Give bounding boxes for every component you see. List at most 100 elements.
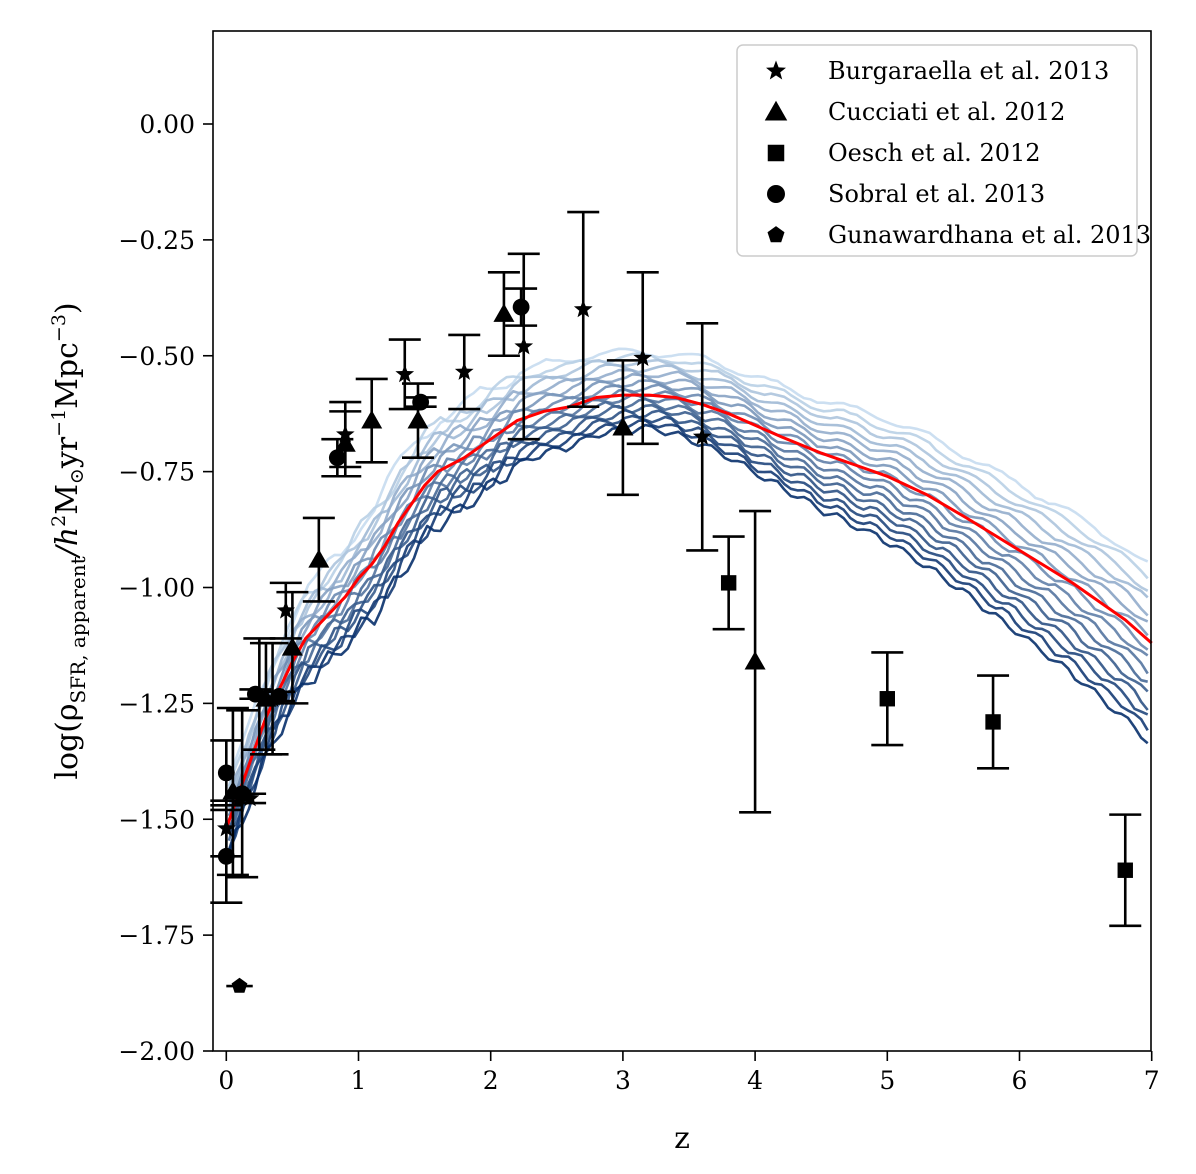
triangle-marker [361,410,383,429]
data-point-square-0 [712,535,745,631]
model-curve-0 [227,347,1149,789]
y-title-exp2: 2 [48,515,70,527]
model-curves [227,347,1149,858]
legend-label-2: Oesch et al. 2012 [828,139,1041,167]
triangle-marker [281,637,303,656]
model-curve-2 [227,358,1149,802]
star-marker [514,336,534,355]
y-title-close: ) [50,302,85,314]
triangle-marker [334,433,356,452]
star-marker [240,788,260,807]
model-curve-1 [227,352,1149,787]
x-tick-label-4: 4 [747,1066,763,1095]
y-tick-label-3: −0.75 [118,458,195,487]
y-tick-label-4: −1.00 [118,574,195,603]
median-curve-group [224,393,1153,830]
star-marker [692,427,712,445]
data-point-circle-4 [404,393,437,411]
y-axis-title: log(ρSFR, apparent/h2M⊙yr−1Mpc−3) [48,302,90,779]
triangle-marker [612,417,634,436]
x-axis: 0 1 2 3 4 5 6 7 [218,1051,1160,1095]
y-title-sun: ⊙ [66,468,88,484]
star-marker [454,362,474,380]
data-point-star-8 [567,210,600,409]
square-marker [985,714,1001,730]
legend-label-4: Gunawardhana et al. 2013 [828,221,1151,249]
circle-marker [217,847,235,865]
data-points [210,210,1142,993]
y-tick-label-0: 0.00 [139,110,195,139]
model-curve-15 [227,423,1149,851]
model-curve-9 [227,393,1149,827]
circle-marker [328,449,346,467]
data-point-triangle-9 [739,509,772,814]
triangle-marker [308,549,330,568]
y-title-expm3: −3 [48,314,70,342]
y-title-sub: SFR, apparent [66,556,90,703]
data-point-star-7 [507,252,540,441]
y-title-h: /h [50,527,85,559]
model-curve-3 [227,363,1149,809]
star-marker [633,348,653,366]
x-tick-label-6: 6 [1012,1066,1028,1095]
triangle-marker [493,303,515,322]
y-title-yr: yr [50,436,85,469]
legend-marker-star [766,60,786,80]
square-marker [720,575,737,591]
data-point-square-3 [1109,813,1142,928]
model-curve-7 [227,383,1149,823]
legend-box [736,44,1138,257]
data-point-star-6 [448,333,481,411]
y-title-main: log(ρ [50,703,85,779]
circle-marker [512,298,530,316]
circle-marker [217,764,235,782]
pentagon-marker [231,977,248,993]
circle-marker [246,685,264,703]
model-curve-11 [227,403,1149,834]
legend-marker-triangle [764,100,788,121]
data-point-circle-3 [321,437,354,478]
data-point-circle-0 [210,808,243,904]
x-tick-label-3: 3 [615,1066,631,1095]
y-tick-label-7: −1.75 [118,921,195,950]
legend-marker-pentagon [767,226,785,243]
x-tick-label-2: 2 [483,1066,499,1095]
y-tick-label-1: −0.25 [118,226,195,255]
x-tick-label-1: 1 [351,1066,367,1095]
y-tick-label-6: −1.50 [118,805,195,834]
y-title-mpc: Mpc [50,342,85,409]
data-point-triangle-3 [302,516,335,603]
plot-frame [212,30,1152,1052]
y-tick-label-2: −0.50 [118,342,195,371]
model-curve-4 [227,368,1149,800]
model-curve-13 [227,414,1149,852]
data-point-pentagon-0 [226,977,253,993]
data-point-star-10 [686,322,719,552]
data-point-star-9 [626,271,659,446]
x-tick-label-7: 7 [1144,1066,1160,1095]
data-point-star-extra-2 [234,788,267,807]
data-point-circle-5 [505,287,538,327]
legend-label-3: Sobral et al. 2013 [828,180,1045,208]
x-tick-label-0: 0 [218,1066,234,1095]
y-tick-label-8: −2.00 [118,1037,195,1066]
legend: Burgaraella et al. 2013 Cucciati et al. 2… [736,44,1151,257]
y-title-mass: M [50,484,85,515]
circle-marker [270,688,288,705]
legend-label-0: Burgaraella et al. 2013 [828,57,1109,85]
y-title-expm1: −1 [48,409,70,437]
model-curve-6 [227,379,1149,821]
square-marker [879,691,895,707]
x-axis-title: z [674,1121,690,1156]
data-point-circle-extra-0 [210,739,243,807]
data-point-circle-2 [263,688,296,705]
legend-marker-square [767,144,785,162]
triangle-marker [407,410,429,429]
circle-marker [412,393,430,411]
data-point-square-2 [977,674,1010,770]
data-point-triangle-8 [606,359,639,497]
square-marker [1117,862,1133,878]
model-curve-8 [227,388,1149,817]
star-marker [395,364,415,383]
x-tick-label-5: 5 [879,1066,895,1095]
